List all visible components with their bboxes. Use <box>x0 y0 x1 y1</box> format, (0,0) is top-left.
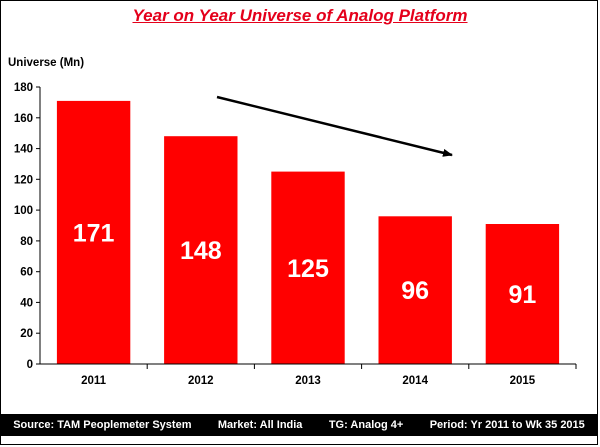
footer-period: Period: Yr 2011 to Wk 35 2015 <box>429 419 585 431</box>
bar-2011 <box>56 100 131 365</box>
footer-market: Market: All India <box>217 419 303 431</box>
y-axis-label: Universe (Mn) <box>8 57 85 69</box>
footer-tg: TG: Analog 4+ <box>328 419 404 431</box>
y-tick-label-100: 100 <box>14 205 33 217</box>
y-tick-label-140: 140 <box>14 144 33 156</box>
bar-2015 <box>485 224 560 364</box>
bar-2013 <box>271 171 345 364</box>
trend-arrow <box>216 95 453 157</box>
y-tick-label-60: 60 <box>20 267 33 279</box>
bar-2014 <box>378 216 452 364</box>
bars-layer: 171 148 125 96 91 <box>56 100 560 365</box>
footer-bar: Source: TAM Peoplemeter System Market: A… <box>0 414 598 436</box>
y-tick-label-80: 80 <box>20 236 33 248</box>
data-label-2012: 148 <box>180 237 222 265</box>
y-tick-label-160: 160 <box>14 113 33 125</box>
y-tick-label-120: 120 <box>14 174 33 186</box>
y-tick-label-40: 40 <box>20 297 33 309</box>
data-label-2014: 96 <box>401 277 429 305</box>
axes-layer: 2011 2012 2013 2014 2015 0 20 40 60 80 100 120 140 16… <box>14 82 577 387</box>
footer-source: Source: TAM Peoplemeter System <box>13 419 192 431</box>
x-tick-label-2011: 2011 <box>81 375 107 387</box>
y-tick-label-20: 20 <box>20 328 33 340</box>
x-tick-label-2012: 2012 <box>188 375 214 387</box>
data-label-2011: 171 <box>73 219 115 247</box>
x-tick-label-2015: 2015 <box>510 375 536 387</box>
y-tick-label-0: 0 <box>27 359 33 371</box>
y-tick-label-180: 180 <box>14 82 33 94</box>
data-label-2013: 125 <box>287 255 329 283</box>
data-label-2015: 91 <box>508 281 536 309</box>
x-tick-label-2013: 2013 <box>295 375 321 387</box>
x-tick-label-2014: 2014 <box>402 375 428 387</box>
chart-title: Year on Year Universe of Analog Platform <box>132 6 468 25</box>
bar-2012 <box>164 136 238 364</box>
